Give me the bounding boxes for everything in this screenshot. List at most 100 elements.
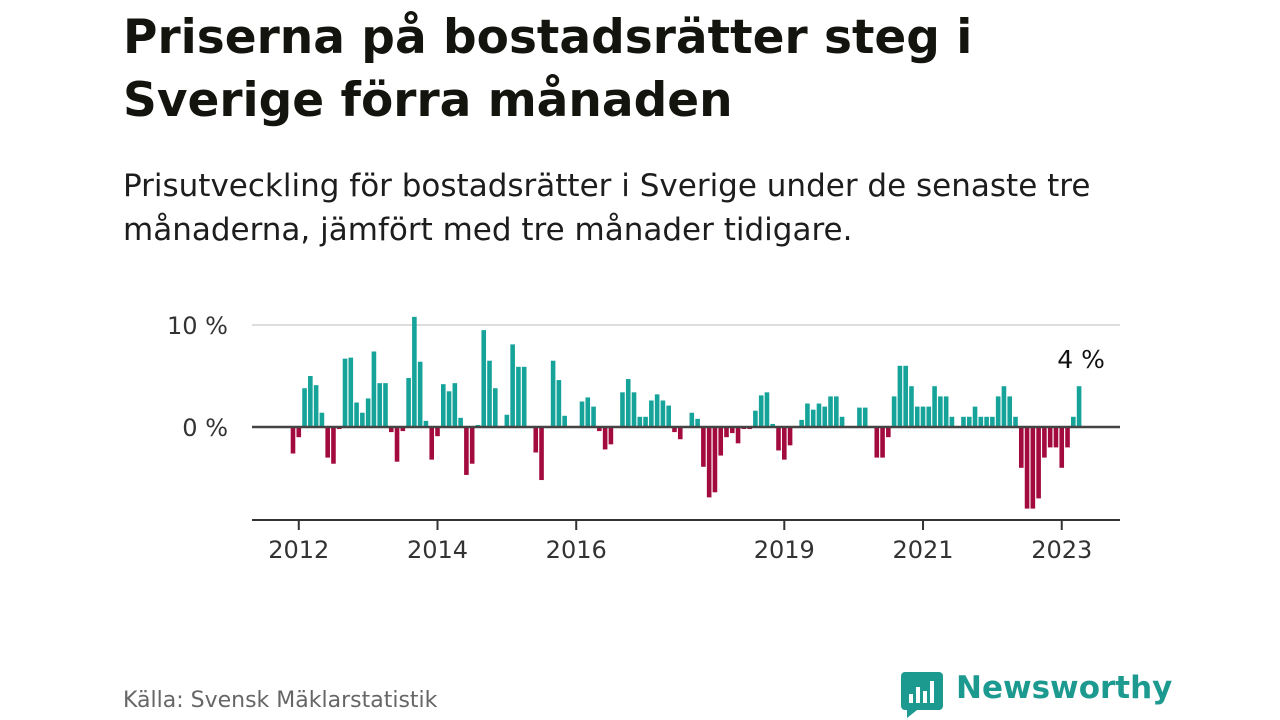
y-tick-label: 0 % [182,414,228,442]
last-value-annotation: 4 % [1057,345,1105,374]
bar [834,396,839,427]
bar [452,383,458,427]
bar [984,416,989,427]
bar [1018,427,1024,468]
bar [1053,427,1059,448]
bar [938,396,943,427]
bar [377,383,382,427]
bar [1024,427,1030,509]
bar [493,388,498,427]
bar [729,427,735,434]
bar [539,427,544,481]
bar [805,403,810,427]
bar [903,365,908,427]
bar [637,416,643,427]
bar-chart-speech-bubble-icon [901,672,943,718]
bar [325,427,330,458]
y-tick-label: 10 % [167,312,228,340]
bar [591,406,596,427]
bar [440,384,446,427]
x-tick-label: 2012 [268,536,329,564]
bar [550,360,556,427]
bar [1059,427,1065,468]
bar [880,427,885,458]
bar [701,427,706,467]
bar [764,392,770,427]
bar [1001,386,1007,427]
bar [724,427,729,438]
bar [1071,416,1076,427]
bar [949,416,955,427]
bar [348,357,354,427]
bar [406,378,411,427]
bar [758,395,764,427]
x-tick-label: 2014 [407,536,468,564]
bar [360,412,365,427]
bar [417,361,423,427]
bar [620,392,625,427]
bar [412,316,417,427]
bar [689,412,695,427]
bar [469,427,475,464]
bar [695,418,700,427]
bar [886,427,891,438]
bar [897,365,903,427]
bar [458,417,463,427]
bar [516,366,521,427]
bar [787,427,793,446]
bar [1047,427,1053,448]
bar [782,427,787,460]
bar [816,403,822,427]
bar [319,412,325,427]
bar [631,392,637,427]
bar [932,386,937,427]
bar [677,427,683,440]
bar [978,416,984,427]
bar [331,427,336,464]
bar [313,385,319,427]
bar [394,427,400,462]
bar [943,396,949,427]
bar [799,419,804,427]
bar [920,406,926,427]
chart-subtitle: Prisutveckling för bostadsrätter i Sveri… [123,168,1091,248]
bar [371,351,377,427]
bar [972,406,978,427]
bar [625,379,631,427]
bar [435,427,440,437]
bar [874,427,880,458]
bar [966,416,972,427]
bar [1076,386,1082,427]
bar [585,397,591,427]
bar [400,427,406,432]
chart-title: Priserna på bostadsrätter steg i Sverige… [123,10,973,128]
bar [354,402,359,427]
bar [654,394,660,427]
bar [857,407,862,427]
bar [296,427,302,438]
bar [926,406,932,427]
bar [909,386,914,427]
bar [1065,427,1070,448]
bar [828,396,833,427]
bar [308,376,313,427]
bar [776,427,781,451]
bar [481,330,487,427]
bar [556,380,562,427]
bar [1042,427,1047,458]
bar [464,427,469,475]
bar [995,396,1001,427]
bar [718,427,724,456]
bar [487,360,492,427]
bar [660,400,666,427]
bar [735,427,741,444]
bar [839,416,845,427]
bar [961,416,966,427]
bar [383,383,388,427]
bar [1013,416,1018,427]
x-tick-label: 2019 [754,536,815,564]
bar [891,396,897,427]
x-tick-label: 2016 [546,536,607,564]
bar [753,410,758,427]
newsworthy-logo[interactable]: Newsworthy [901,670,1172,718]
